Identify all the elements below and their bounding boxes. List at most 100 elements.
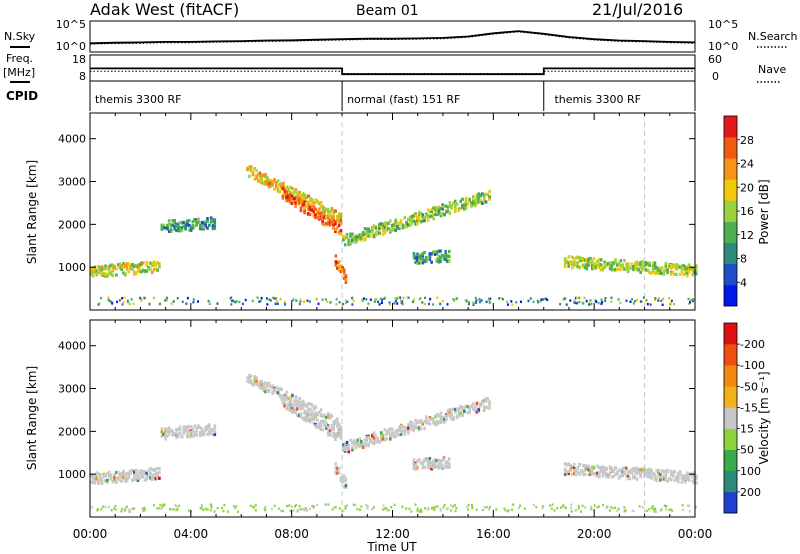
- scatter-cell: [441, 211, 444, 216]
- scatter-cell: [303, 416, 306, 420]
- ground-scatter-cell: [631, 298, 634, 301]
- scatter-cell: [334, 470, 338, 474]
- scatter-cell: [351, 440, 354, 444]
- ground-scatter-cell: [295, 503, 298, 507]
- ground-scatter-cell: [653, 510, 656, 513]
- scatter-cell: [381, 232, 385, 236]
- scatter-cell: [637, 268, 641, 272]
- scatter-cell: [177, 427, 180, 431]
- scatter-cell: [444, 257, 447, 261]
- scatter-cell: [294, 204, 297, 209]
- ground-scatter-cell: [471, 506, 474, 510]
- scatter-cell: [587, 263, 590, 267]
- scatter-cell: [360, 238, 363, 242]
- scatter-cell: [321, 208, 325, 212]
- scatter-cell: [671, 265, 675, 269]
- scatter-cell: [659, 475, 662, 480]
- ground-scatter-cell: [210, 506, 213, 509]
- scatter-cell: [297, 198, 301, 202]
- scatter-cell: [107, 470, 111, 474]
- ground-scatter-cell: [659, 509, 662, 512]
- scatter-cell: [454, 209, 457, 213]
- scatter-cell: [412, 460, 416, 465]
- ground-scatter-cell: [416, 507, 419, 511]
- scatter-cell: [363, 442, 367, 446]
- scatter-cell: [248, 377, 251, 381]
- scatter-cell: [266, 182, 269, 186]
- scatter-cell: [445, 413, 448, 417]
- scatter-cell: [642, 474, 646, 478]
- x-tick-label: 00:00: [73, 527, 108, 541]
- scatter-cell: [258, 171, 262, 175]
- scatter-cell: [339, 264, 343, 268]
- ground-scatter-cell: [140, 299, 143, 302]
- scatter-cell: [147, 474, 150, 478]
- scatter-cell: [641, 263, 644, 267]
- scatter-cell: [433, 249, 437, 254]
- scatter-cell: [198, 431, 202, 435]
- scatter-cell: [93, 481, 97, 485]
- ground-scatter-cell: [335, 303, 338, 306]
- scatter-cell: [149, 472, 152, 476]
- scatter-cell: [437, 257, 440, 261]
- scatter-cell: [188, 218, 191, 223]
- scatter-cell: [578, 463, 581, 467]
- scatter-cell: [374, 233, 378, 237]
- scatter-cell: [305, 411, 309, 415]
- scatter-cell: [671, 470, 675, 475]
- ground-scatter-cell: [611, 506, 614, 510]
- cpid-segment-label: normal (fast) 151 RF: [347, 93, 460, 106]
- scatter-cell: [475, 410, 479, 414]
- scatter-cell: [677, 471, 680, 476]
- scatter-cell: [175, 228, 178, 233]
- scatter-cell: [616, 263, 619, 267]
- scatter-cell: [598, 471, 601, 475]
- ground-scatter-cell: [111, 302, 114, 305]
- ground-scatter-cell: [275, 299, 278, 303]
- ground-scatter-cell: [512, 503, 515, 506]
- power-panel-frame: [89, 112, 696, 311]
- scatter-cell: [691, 475, 694, 479]
- ground-scatter-cell: [574, 301, 577, 305]
- scatter-cell: [143, 470, 147, 474]
- scatter-cell: [292, 399, 296, 403]
- scatter-cell: [164, 427, 167, 431]
- ground-scatter-cell: [382, 504, 385, 507]
- scatter-cell: [326, 218, 330, 222]
- scatter-cell: [169, 429, 173, 433]
- ground-scatter-cell: [510, 300, 513, 303]
- scatter-cell: [646, 468, 650, 472]
- scatter-cell: [596, 472, 599, 476]
- scatter-cell: [356, 441, 360, 445]
- scatter-cell: [184, 222, 187, 226]
- ground-scatter-cell: [324, 298, 327, 301]
- scatter-cell: [563, 261, 567, 265]
- scatter-cell: [297, 405, 301, 409]
- scatter-cell: [598, 473, 601, 477]
- scatter-cell: [666, 469, 669, 473]
- scatter-cell: [266, 180, 269, 184]
- scatter-cell: [664, 267, 668, 271]
- ground-scatter-cell: [670, 299, 673, 302]
- ground-scatter-cell: [506, 510, 509, 513]
- scatter-cell: [354, 442, 358, 446]
- scatter-cell: [349, 242, 352, 246]
- scatter-cell: [603, 469, 606, 473]
- ground-scatter-cell: [360, 505, 363, 508]
- scatter-cell: [565, 463, 569, 467]
- scatter-cell: [213, 432, 217, 436]
- scatter-cell: [454, 205, 457, 209]
- scatter-cell: [298, 195, 301, 199]
- scatter-cell: [213, 430, 217, 434]
- scatter-cell: [425, 458, 428, 462]
- scatter-cell: [317, 211, 321, 216]
- scatter-cell: [191, 220, 195, 224]
- ground-scatter-cell: [423, 302, 426, 306]
- scatter-cell: [380, 438, 383, 442]
- ground-scatter-cell: [384, 507, 386, 510]
- scatter-cell: [470, 204, 473, 208]
- scatter-cell: [316, 208, 319, 213]
- scatter-cell: [464, 199, 468, 203]
- scatter-cell: [367, 444, 370, 448]
- scatter-cell: [156, 473, 159, 478]
